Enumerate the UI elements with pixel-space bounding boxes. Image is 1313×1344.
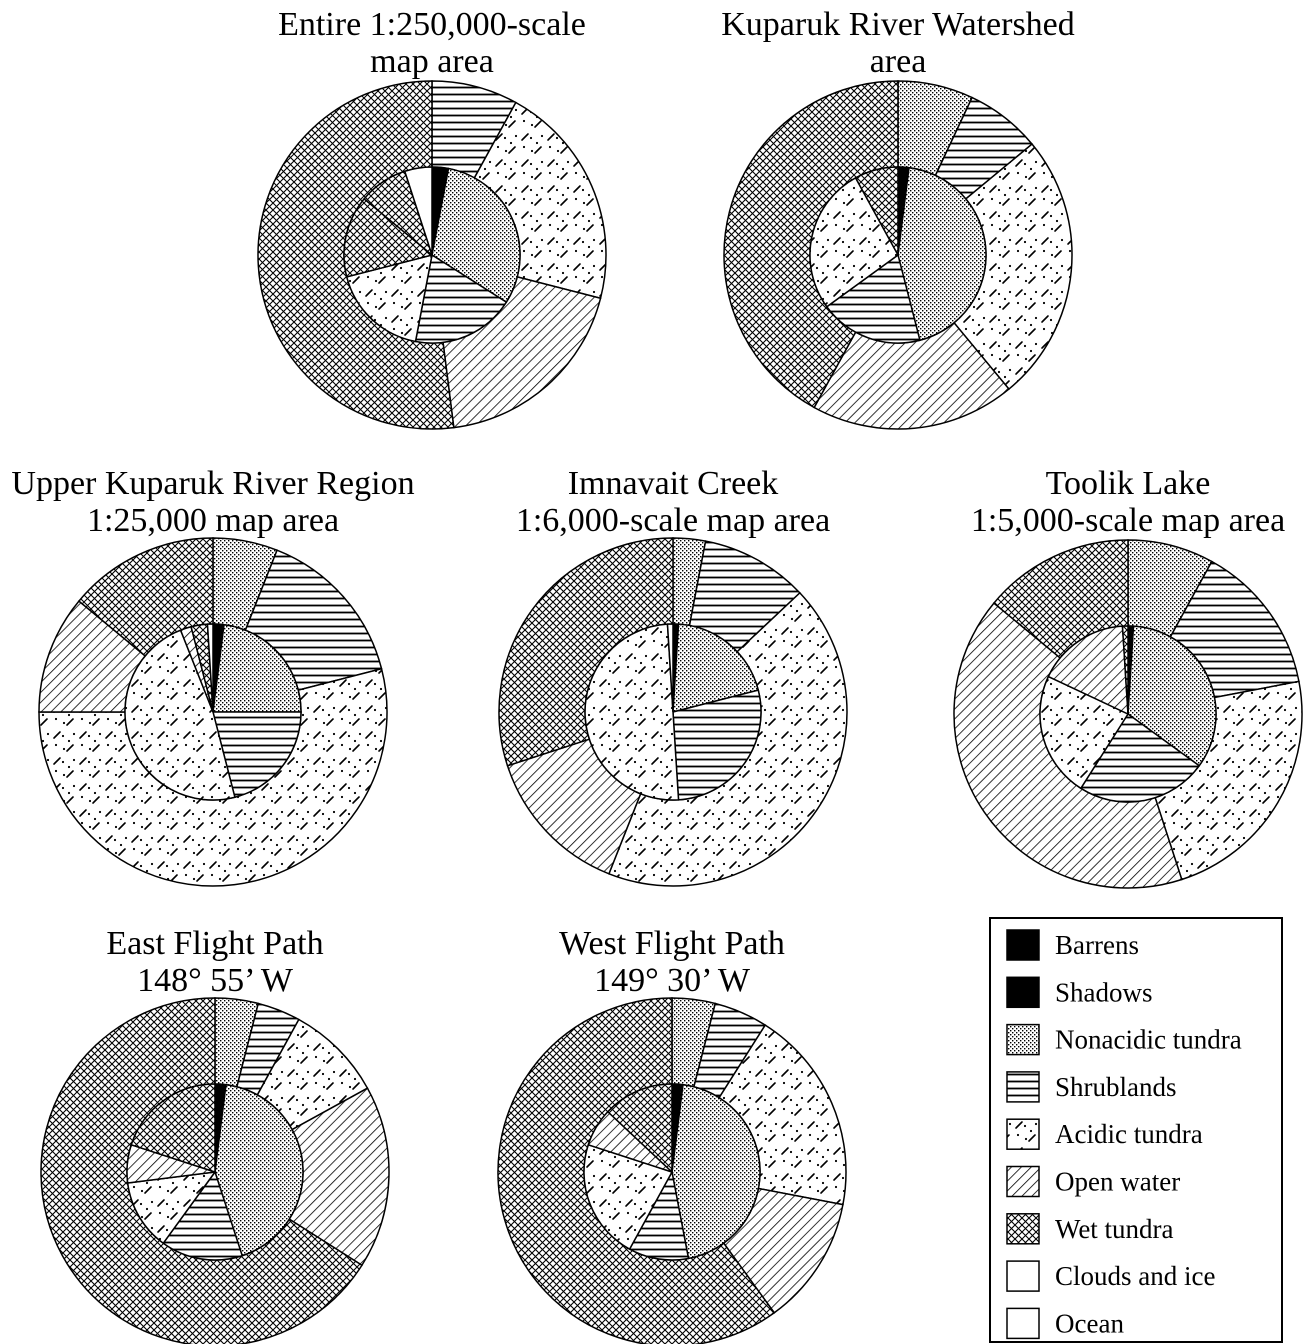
chart-title-line-1: Upper Kuparuk River Region: [11, 465, 414, 502]
chart-title-line-1: Kuparuk River Watershed: [721, 6, 1075, 43]
chart-title-line-2: area: [870, 43, 927, 80]
inner-slice-clouds: [666, 623, 674, 713]
inner-slice-shrublands: [825, 253, 921, 344]
legend-swatch-clouds: [1006, 1260, 1040, 1292]
inner-slice-wet: [1121, 625, 1129, 715]
chart-title-line-2: 148° 55’ W: [137, 962, 294, 999]
legend-swatch-acidic: [1006, 1118, 1040, 1150]
inner-slice-wet: [130, 1083, 216, 1174]
inner-slice-wet: [854, 166, 899, 256]
legend-label-acidic: Acidic tundra: [1055, 1119, 1203, 1149]
chart-title-line-2: 1:5,000-scale map area: [971, 502, 1285, 539]
legend-label-shadows: Shadows: [1055, 977, 1153, 1007]
inner-slice-clouds: [206, 623, 214, 713]
inner-slice-shrublands: [1079, 712, 1201, 803]
legend-label-ocean: Ocean: [1055, 1308, 1124, 1338]
inner-slice-nonacidic: [672, 623, 760, 713]
legend-label-clouds: Clouds and ice: [1055, 1261, 1215, 1291]
legend-label-barrens: Barrens: [1055, 930, 1139, 960]
legend-label-wet: Wet tundra: [1055, 1214, 1174, 1244]
inner-slice-shrublands: [414, 253, 508, 344]
chart-title-line-1: Toolik Lake: [1046, 465, 1211, 502]
legend-swatch-water: [1006, 1165, 1040, 1198]
inner-slice-acidic: [345, 253, 433, 343]
legend-label-nonacidic: Nonacidic tundra: [1055, 1025, 1242, 1055]
inner-slice-nonacidic: [214, 1083, 304, 1257]
chart-title-line-2: 149° 30’ W: [594, 962, 751, 999]
legend-swatch-nonacidic: [1006, 1023, 1040, 1056]
chart-title-line-2: map area: [370, 43, 494, 80]
inner-slice-shrublands: [672, 689, 762, 801]
inner-slice-nonacidic: [1127, 625, 1217, 767]
inner-slice-nonacidic: [671, 1083, 761, 1260]
inner-slice-acidic: [584, 623, 680, 801]
chart-title-line-2: 1:25,000 map area: [87, 502, 339, 539]
inner-slice-acidic: [124, 629, 236, 801]
legend: Barrens Shadows Nonacidic tundra Shrublands…: [989, 917, 1283, 1343]
inner-slice-nonacidic: [897, 166, 987, 342]
chart-title-line-1: East Flight Path: [106, 925, 323, 962]
inner-slice-acidic: [126, 1171, 217, 1245]
inner-slice-shrublands: [162, 1170, 244, 1261]
chart-title-line-1: West Flight Path: [559, 925, 785, 962]
legend-swatch-ocean: [1006, 1307, 1040, 1340]
inner-slice-acidic: [809, 176, 899, 308]
legend-label-shrublands: Shrublands: [1055, 1072, 1177, 1102]
inner-slice-wet: [343, 197, 434, 278]
inner-slice-water: [1047, 625, 1129, 716]
inner-slice-nonacidic: [212, 623, 302, 713]
legend-swatch-barrens: [1006, 929, 1040, 961]
legend-label-water: Open water: [1055, 1167, 1180, 1197]
inner-slice-wet: [606, 1083, 673, 1174]
legend-swatch-shadows: [1006, 976, 1040, 1009]
inner-slice-shrublands: [212, 711, 302, 799]
chart-title-line-1: Imnavait Creek: [568, 465, 779, 502]
inner-slice-clouds: [403, 166, 433, 256]
chart-title-line-1: Entire 1:250,000-scale: [278, 6, 586, 43]
legend-swatch-shrublands: [1006, 1071, 1040, 1103]
inner-slice-acidic: [583, 1143, 674, 1251]
legend-swatch-wet: [1006, 1213, 1040, 1245]
chart-title-line-2: 1:6,000-scale map area: [516, 502, 830, 539]
